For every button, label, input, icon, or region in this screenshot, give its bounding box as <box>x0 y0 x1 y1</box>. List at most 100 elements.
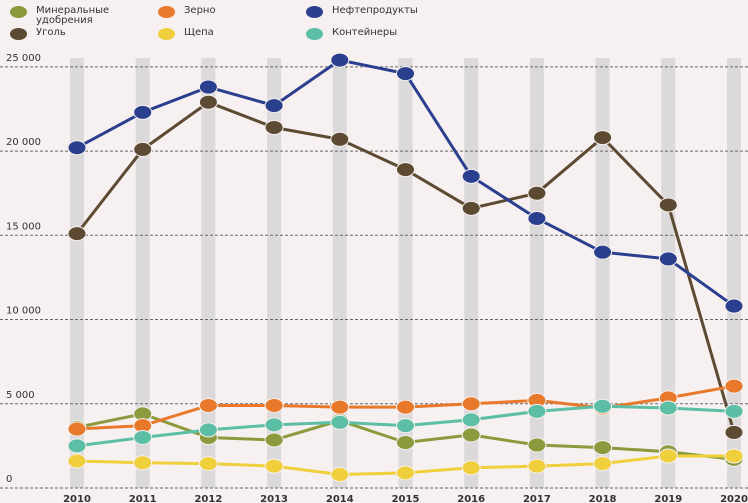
x-tick-label: 2019 <box>654 494 682 503</box>
y-tick-label: 15 000 <box>6 221 41 232</box>
legend-label: Контейнеры <box>332 27 398 38</box>
point <box>724 298 744 314</box>
point <box>396 66 415 82</box>
point <box>461 412 481 428</box>
point <box>527 403 547 419</box>
point <box>133 141 153 157</box>
point <box>396 162 415 178</box>
y-tick-label: 0 <box>6 474 12 485</box>
x-tick-label: 2020 <box>720 494 748 503</box>
column-band <box>661 58 676 488</box>
point <box>133 104 153 120</box>
legend-item: Нефтепродукты <box>306 6 432 18</box>
legend-item: Щепа <box>158 28 284 40</box>
legend-swatch <box>306 6 323 18</box>
legend-swatch <box>10 28 27 40</box>
point <box>198 79 218 95</box>
point <box>133 455 153 471</box>
point <box>593 244 613 260</box>
point <box>198 397 218 413</box>
y-tick-label: 10 000 <box>6 306 41 317</box>
point <box>133 429 153 445</box>
point <box>658 400 678 416</box>
point <box>67 140 87 156</box>
y-tick-label: 20 000 <box>6 137 41 148</box>
point <box>527 458 547 474</box>
legend-swatch <box>306 28 323 40</box>
legend-label: Уголь <box>36 27 66 38</box>
legend-label: Нефтепродукты <box>332 5 418 16</box>
point <box>724 448 744 464</box>
legend-swatch <box>158 6 175 18</box>
point <box>593 398 613 414</box>
x-tick-label: 2017 <box>523 494 551 503</box>
point <box>593 130 613 146</box>
point <box>264 417 284 433</box>
column-band <box>267 58 282 488</box>
point <box>330 131 350 147</box>
point <box>330 467 350 483</box>
column-band <box>464 58 479 488</box>
point <box>264 397 284 413</box>
legend-item: Уголь <box>10 28 136 40</box>
point <box>396 418 415 434</box>
point <box>330 399 350 415</box>
x-tick-label: 2010 <box>63 494 91 503</box>
point <box>330 414 350 430</box>
x-tick-label: 2014 <box>326 494 354 503</box>
point <box>396 435 415 451</box>
point <box>67 453 87 469</box>
point <box>198 94 218 110</box>
column-band <box>70 58 84 488</box>
x-tick-label: 2018 <box>589 494 617 503</box>
column-band <box>529 58 544 488</box>
point <box>264 458 284 474</box>
point <box>67 226 87 242</box>
y-tick-label: 5 000 <box>6 390 35 401</box>
point <box>724 378 744 394</box>
point <box>724 403 744 419</box>
point <box>593 440 613 456</box>
point <box>527 185 547 201</box>
point <box>264 119 284 135</box>
point <box>396 399 415 415</box>
point <box>396 465 415 481</box>
point <box>461 396 481 412</box>
point <box>264 98 284 114</box>
x-tick-label: 2016 <box>457 494 485 503</box>
point <box>264 432 284 448</box>
legend-label: Зерно <box>184 5 216 16</box>
column-band <box>135 58 150 488</box>
point <box>67 438 87 454</box>
point <box>198 422 218 438</box>
y-tick-label: 25 000 <box>6 53 41 64</box>
legend-item: Зерно <box>158 6 284 18</box>
column-band <box>201 58 216 488</box>
point <box>658 448 678 464</box>
legend-label: Щепа <box>184 27 214 38</box>
point <box>658 251 678 267</box>
x-tick-label: 2015 <box>392 494 420 503</box>
column-band <box>595 58 610 488</box>
point <box>461 168 481 184</box>
point <box>724 424 744 440</box>
point <box>527 437 547 453</box>
legend-label: Минеральные удобрения <box>36 5 110 26</box>
legend-swatch <box>158 28 175 40</box>
point <box>198 456 218 472</box>
legend-item: Минеральные удобрения <box>10 6 136 26</box>
x-tick-label: 2011 <box>129 494 157 503</box>
x-tick-label: 2012 <box>194 494 222 503</box>
point <box>461 460 481 476</box>
column-band <box>332 58 347 488</box>
legend-swatch <box>10 6 27 18</box>
column-band <box>727 58 741 488</box>
point <box>658 197 678 213</box>
point <box>67 421 87 437</box>
x-tick-label: 2013 <box>260 494 288 503</box>
point <box>461 200 481 216</box>
point <box>593 456 613 472</box>
point <box>330 52 350 68</box>
